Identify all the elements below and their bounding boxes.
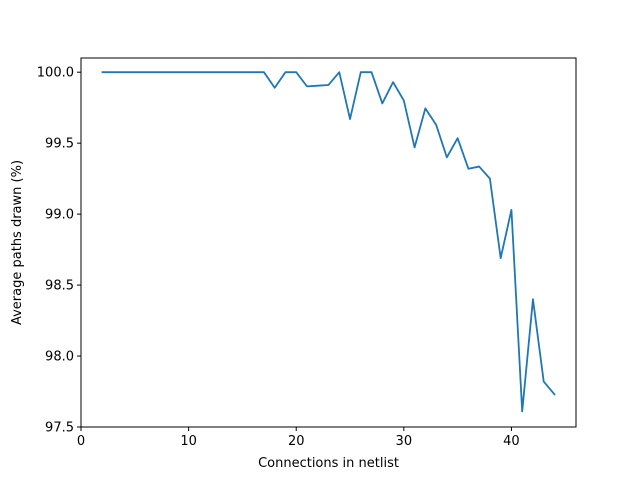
y-tick-label: 98.0 — [45, 350, 74, 365]
y-tick-label: 97.5 — [45, 421, 74, 436]
y-tick-label: 100.0 — [37, 66, 74, 81]
y-tick-label: 99.5 — [45, 137, 74, 152]
x-axis: 0 10 20 30 40 — [77, 427, 520, 449]
plot-area — [80, 57, 577, 428]
y-axis: 97.5 98.0 98.5 99.0 99.5 100.0 — [37, 66, 81, 436]
series-line-0 — [101, 71, 556, 413]
x-tick-label: 20 — [288, 434, 305, 449]
y-tick-label: 99.0 — [45, 208, 74, 223]
y-axis-label: Average paths drawn (%) — [10, 160, 25, 325]
x-tick-label: 30 — [396, 434, 413, 449]
axes-frame — [80, 57, 577, 428]
x-tick-label: 40 — [503, 434, 520, 449]
y-tick-label: 98.5 — [45, 279, 74, 294]
x-tick-label: 10 — [180, 434, 197, 449]
x-axis-label: Connections in netlist — [258, 456, 399, 471]
x-tick-label: 0 — [77, 434, 85, 449]
